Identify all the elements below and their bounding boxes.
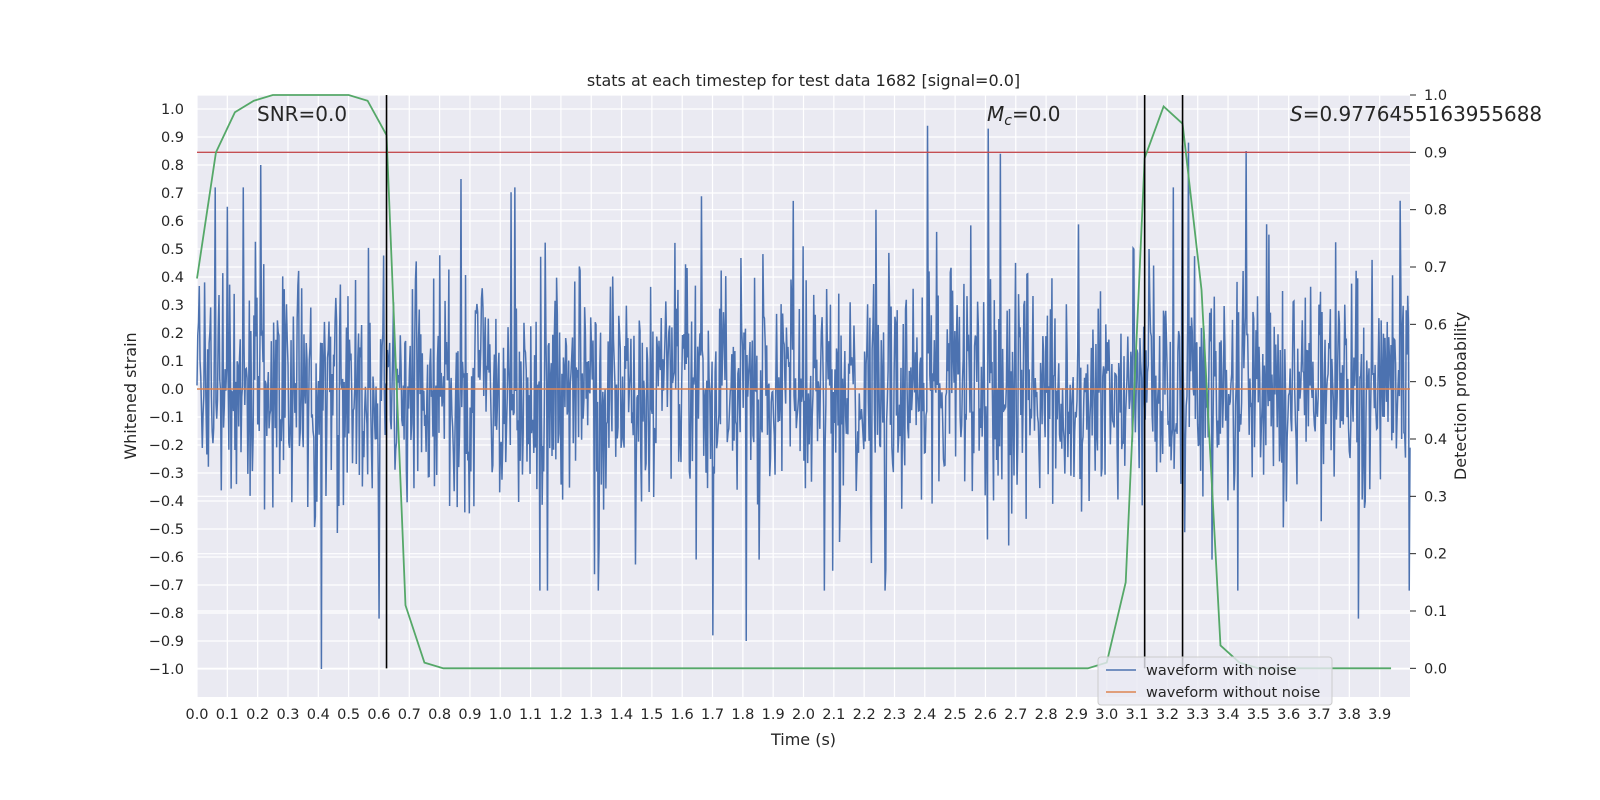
x-tick-label: 3.4 — [1217, 707, 1240, 723]
x-tick-label: 3.7 — [1307, 707, 1330, 723]
x-tick-label: 2.7 — [1004, 707, 1027, 723]
x-tick-label: 0.4 — [307, 707, 330, 723]
grid — [196, 94, 1410, 697]
x-tick-label: 0.3 — [276, 707, 299, 723]
mc-value: =0.0 — [1012, 102, 1061, 126]
x-tick-label: 3.6 — [1277, 707, 1300, 723]
y-tick-label: −0.1 — [149, 410, 184, 426]
x-tick-label: 2.8 — [1035, 707, 1058, 723]
y2-axis-label: Detection probability — [1451, 312, 1470, 480]
mc-annotation: Mc=0.0 — [987, 102, 1061, 129]
y-tick-label: −1.0 — [149, 662, 184, 678]
y2-tick-label: 0.7 — [1424, 260, 1447, 276]
x-tick-labels: 0.0 0.1 0.2 0.3 0.4 0.5 0.6 0.7 0.8 0.9 1.0 1.1 1.2 1… — [185, 707, 1391, 723]
x-tick-label: 3.2 — [1156, 707, 1179, 723]
x-tick-label: 0.1 — [216, 707, 239, 723]
y-tick-label: 0.8 — [161, 158, 184, 174]
y2-tick-label: 0.4 — [1424, 432, 1447, 448]
y-tick-label: 1.0 — [161, 102, 184, 118]
x-tick-label: 2.4 — [913, 707, 936, 723]
y-tick-label: 0.3 — [161, 298, 184, 314]
x-tick-label: 3.3 — [1186, 707, 1209, 723]
y-tick-label: −0.7 — [149, 578, 184, 594]
y2-tick-label: 0.8 — [1424, 203, 1447, 219]
x-tick-label: 1.5 — [640, 707, 663, 723]
x-tick-label: 2.0 — [792, 707, 815, 723]
y-tick-label: −0.6 — [149, 550, 184, 566]
x-tick-label: 0.0 — [185, 707, 208, 723]
x-tick-label: 2.9 — [1065, 707, 1088, 723]
x-tick-label: 0.5 — [337, 707, 360, 723]
x-tick-label: 2.1 — [822, 707, 845, 723]
x-tick-label: 3.1 — [1126, 707, 1149, 723]
x-tick-label: 1.2 — [549, 707, 572, 723]
y-tick-label: 0.2 — [161, 326, 184, 342]
x-tick-label: 0.2 — [246, 707, 269, 723]
x-tick-label: 2.5 — [944, 707, 967, 723]
snr-annotation: SNR=0.0 — [257, 102, 347, 126]
y-tick-label: −0.5 — [149, 522, 184, 538]
x-axis-label: Time (s) — [770, 730, 836, 749]
series-detection-probability — [196, 94, 1392, 670]
y-tick-label: −0.3 — [149, 466, 184, 482]
x-tick-label: 3.9 — [1368, 707, 1391, 723]
y-tick-label: −0.2 — [149, 438, 184, 454]
x-tick-label: 3.5 — [1247, 707, 1270, 723]
mc-symbol: M — [987, 102, 1004, 126]
legend-box — [1097, 656, 1333, 706]
y2-tick-label: 0.2 — [1424, 547, 1447, 563]
x-tick-label: 2.3 — [883, 707, 906, 723]
y2-tick-label: 0.0 — [1424, 661, 1447, 677]
x-tick-label: 0.7 — [398, 707, 421, 723]
x-tick-label: 1.3 — [580, 707, 603, 723]
mc-subscript: c — [1004, 113, 1012, 129]
y-tick-label: −0.4 — [149, 494, 184, 510]
y2-tick-label: 0.9 — [1424, 145, 1447, 161]
x-tick-label: 0.8 — [428, 707, 451, 723]
x-tick-label: 2.2 — [853, 707, 876, 723]
legend-label-clean: waveform without noise — [1146, 685, 1320, 701]
y2-tick-label: 1.0 — [1424, 88, 1447, 104]
y2-tick-label: 0.1 — [1424, 604, 1447, 620]
chart-title: stats at each timestep for test data 168… — [587, 71, 1020, 90]
y-tick-label: 0.4 — [161, 270, 184, 286]
x-tick-label: 1.8 — [731, 707, 754, 723]
s-value: =0.9776455163955688 — [1303, 102, 1542, 126]
s-annotation: S=0.9776455163955688 — [1290, 102, 1542, 126]
y-tick-label: −0.8 — [149, 606, 184, 622]
x-tick-label: 1.7 — [701, 707, 724, 723]
legend: waveform with noise waveform without noi… — [1097, 656, 1333, 706]
s-symbol: S — [1290, 102, 1303, 126]
y-tick-label: 0.0 — [161, 382, 184, 398]
y-tick-label: 0.7 — [161, 186, 184, 202]
y2-tick-labels: 1.0 0.9 0.8 0.7 0.6 0.5 0.4 0.3 0.2 0.1 0.0 — [1410, 88, 1447, 677]
y-tick-label: 0.1 — [161, 354, 184, 370]
y-axis-label: Whitened strain — [121, 332, 140, 459]
event-markers — [385, 95, 1184, 669]
y-tick-labels: 1.0 0.9 0.8 0.7 0.6 0.5 0.4 0.3 0.2 0.1 0.0 −0.1 −0.… — [149, 102, 184, 678]
probability-line — [196, 94, 1392, 670]
y2-tick-label: 0.6 — [1424, 317, 1447, 333]
x-tick-label: 1.6 — [671, 707, 694, 723]
y-tick-label: 0.5 — [161, 242, 184, 258]
x-tick-label: 0.6 — [367, 707, 390, 723]
y-tick-label: 0.6 — [161, 214, 184, 230]
x-tick-label: 0.9 — [458, 707, 481, 723]
x-tick-label: 2.6 — [974, 707, 997, 723]
y-tick-label: −0.9 — [149, 634, 184, 650]
x-tick-label: 1.4 — [610, 707, 633, 723]
x-tick-label: 1.1 — [519, 707, 542, 723]
y2-tick-label: 0.3 — [1424, 489, 1447, 505]
x-tick-label: 1.0 — [489, 707, 512, 723]
y2-tick-label: 0.5 — [1424, 375, 1447, 391]
x-tick-label: 3.8 — [1338, 707, 1361, 723]
legend-label-noise: waveform with noise — [1146, 663, 1297, 679]
x-tick-label: 3.0 — [1095, 707, 1118, 723]
x-tick-label: 1.9 — [762, 707, 785, 723]
y-tick-label: 0.9 — [161, 130, 184, 146]
